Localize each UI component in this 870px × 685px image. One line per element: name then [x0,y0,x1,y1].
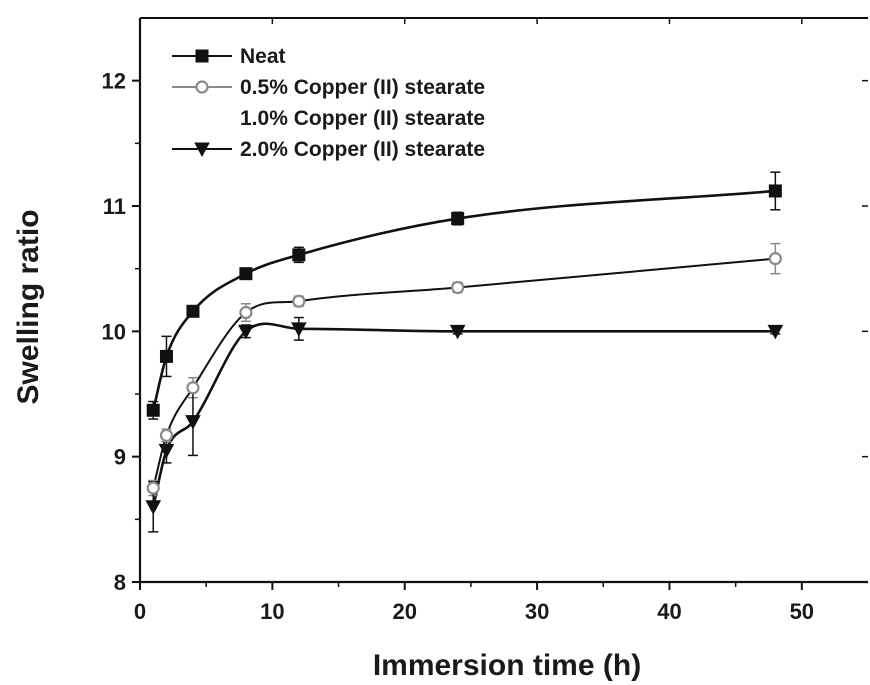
y-tick-label: 10 [102,319,126,344]
data-point [185,415,201,430]
data-point [767,324,784,340]
data-point [239,305,253,320]
legend-marker [195,80,209,94]
legend-label: 2.0% Copper (II) stearate [240,138,485,161]
data-point [290,322,307,337]
legend-label: 1.0% Copper (II) stearate [240,107,485,130]
data-point [146,403,160,417]
data-point [238,324,254,340]
data-point [768,184,782,198]
y-axis-title: Swelling ratio [12,209,45,404]
data-point [159,349,173,363]
y-tick-label: 8 [114,570,126,595]
x-tick-label: 20 [392,599,416,624]
data-point [239,267,253,281]
data-point [146,481,160,495]
data-point [451,212,465,226]
legend: Neat 0.5% Copper (II) stearate 1.0% Copper… [172,45,485,161]
data-point [186,381,200,395]
data-point [768,252,782,266]
data-point [292,248,306,262]
y-tick-label: 12 [102,69,126,94]
data-point [449,324,466,340]
x-tick-label: 0 [134,599,146,624]
y-tick-label: 11 [103,194,126,219]
data-point [451,280,465,295]
x-tick-label: 50 [790,599,814,624]
legend-label: 0.5% Copper (II) stearate [240,76,485,99]
axes: 0 10 20 30 40 50 8 9 10 11 12 [102,17,868,624]
x-tick-label: 30 [525,599,549,624]
fit-curves [151,189,776,508]
data-point [158,443,175,459]
data-markers [145,184,784,515]
legend-marker [195,49,209,63]
series-1-curve [152,257,776,489]
x-tick-label: 40 [657,599,681,624]
x-axis-title: Immersion time (h) [373,649,641,682]
data-point [145,500,162,515]
data-point [159,428,174,442]
error-bars [148,171,781,533]
legend-label: Neat [240,45,286,68]
series-3-curve [151,322,776,508]
series-0-curve [151,189,776,411]
legend-marker [194,142,210,158]
data-point [292,294,306,308]
x-tick-label: 10 [260,599,284,624]
y-tick-label: 9 [114,445,126,470]
data-point [186,304,200,318]
